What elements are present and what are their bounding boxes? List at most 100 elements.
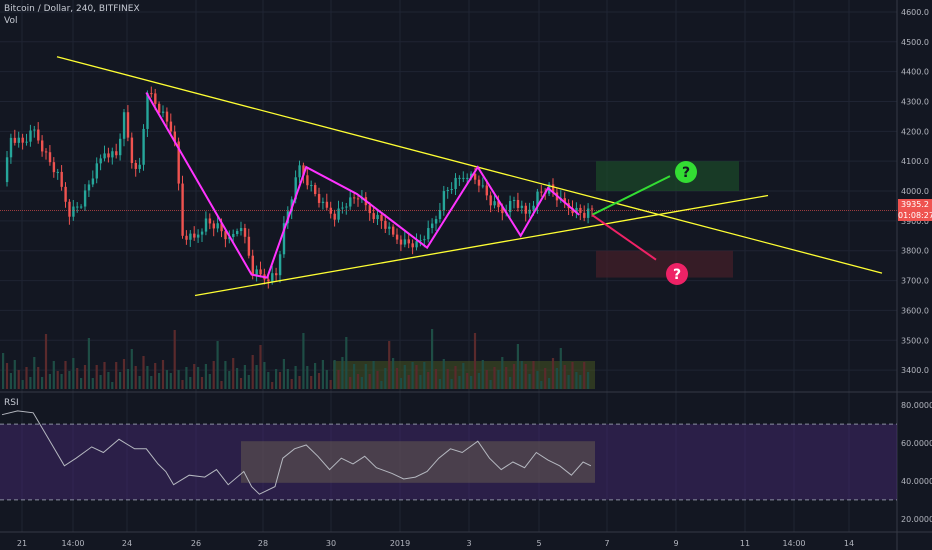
volume-bar <box>528 374 531 389</box>
candle-body <box>68 201 71 217</box>
volume-bar <box>37 367 40 389</box>
candle-body <box>427 228 430 240</box>
volume-bar <box>87 338 90 389</box>
candle-body <box>119 138 122 156</box>
candle-body <box>282 223 286 255</box>
candle-body <box>392 226 395 235</box>
bear-question-marker <box>666 263 688 285</box>
volume-bar <box>450 379 453 389</box>
volume-bar <box>44 334 48 389</box>
candle-body <box>21 137 24 143</box>
volume-bar <box>111 382 114 389</box>
candle-body <box>341 207 344 209</box>
volume-bar <box>411 362 414 389</box>
volume-bar <box>2 353 5 389</box>
volume-bar <box>407 375 410 389</box>
volume-bar <box>512 364 516 389</box>
volume-bar <box>64 361 67 389</box>
volume-bar <box>200 377 204 389</box>
volume-bar <box>80 378 83 389</box>
volume-bar <box>376 371 379 389</box>
candle-body <box>466 177 469 179</box>
candle-body <box>376 214 379 220</box>
candle-body <box>29 130 32 142</box>
candle-body <box>9 137 13 158</box>
volume-bar <box>243 365 246 389</box>
candle-body <box>224 231 227 240</box>
bull-question-marker <box>675 161 697 183</box>
candle-body <box>590 208 594 210</box>
volume-bar <box>466 373 469 389</box>
candle-body <box>37 129 40 141</box>
volume-bar <box>68 371 71 389</box>
candle-body <box>126 112 130 138</box>
rsi-line <box>1 410 592 495</box>
volume-bar <box>83 365 87 389</box>
candle-body <box>189 233 192 240</box>
price-tick-11: 3500.0 <box>901 336 929 345</box>
candle-body <box>388 226 391 229</box>
volume-bar <box>48 374 51 389</box>
bull-target-zone <box>596 161 739 192</box>
candle-body <box>489 195 492 206</box>
candle-body <box>193 233 196 238</box>
candle-body <box>64 186 67 202</box>
volume-bar <box>360 377 363 389</box>
volume-bar <box>325 370 328 389</box>
candle-body <box>275 273 278 276</box>
volume-bar <box>493 367 496 389</box>
volume-bar <box>290 379 293 389</box>
volume-bar <box>392 358 395 389</box>
volume-bar <box>388 341 391 389</box>
volume-bar <box>239 378 243 389</box>
candle-body <box>434 219 438 224</box>
time-tick-5: 30 <box>326 539 336 548</box>
candle-body <box>44 151 48 153</box>
volume-bar <box>216 341 219 389</box>
price-tick-9: 3700.0 <box>901 277 929 286</box>
volume-label: Vol <box>4 16 18 26</box>
candle-body <box>87 184 91 191</box>
volume-bar <box>95 365 98 389</box>
volume-bar <box>286 369 289 389</box>
candle-body <box>403 239 407 245</box>
volume-bar <box>321 360 324 389</box>
candle-body <box>267 279 270 282</box>
bear-projection-arrow <box>591 214 657 261</box>
candle-body <box>551 184 555 193</box>
volume-bar <box>501 357 504 389</box>
volume-bar <box>181 380 184 389</box>
time-tick-11: 11 <box>740 539 750 548</box>
candle-body <box>462 177 465 179</box>
candle-body <box>247 236 251 256</box>
volume-bar <box>415 365 418 389</box>
volume-bar <box>33 357 36 389</box>
volume-bar <box>341 357 344 389</box>
volume-bar <box>165 370 168 389</box>
upper-trendline <box>56 56 883 274</box>
candle-body <box>473 173 477 180</box>
volume-bar <box>25 367 28 389</box>
candle-body <box>48 152 52 163</box>
candle-body <box>103 153 106 159</box>
volume-bar <box>306 366 309 389</box>
volume-bar <box>473 333 477 389</box>
volume-bar <box>154 363 157 389</box>
volume-bar <box>481 360 484 389</box>
candle-body <box>72 206 75 217</box>
candle-body <box>540 191 543 193</box>
volume-bar <box>462 363 465 389</box>
candle-body <box>368 205 371 214</box>
volume-bar <box>72 358 75 389</box>
candle-body <box>372 213 375 220</box>
volume-bar <box>337 370 340 389</box>
volume-bar <box>372 361 375 389</box>
volume-bar <box>107 372 110 389</box>
candle-body <box>497 201 500 208</box>
candle-body <box>415 241 418 248</box>
candle-countdown: 01:08:27 <box>898 210 932 221</box>
time-tick-2: 24 <box>122 539 132 548</box>
volume-bar <box>212 361 215 389</box>
candle-body <box>411 243 414 248</box>
